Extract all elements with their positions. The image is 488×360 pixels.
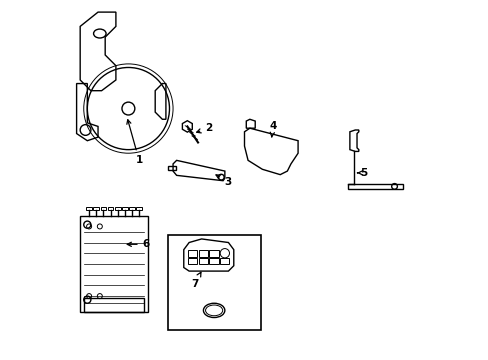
Bar (83, 298, 144, 312)
Bar (136, 207, 142, 210)
Text: 7: 7 (190, 272, 201, 289)
Text: 3: 3 (216, 175, 232, 187)
Bar (167, 235, 260, 330)
Bar (198, 250, 207, 257)
Bar (167, 166, 175, 170)
Bar (107, 207, 113, 210)
Bar (209, 257, 218, 264)
Bar (188, 250, 197, 257)
Text: 6: 6 (127, 239, 150, 249)
Text: 1: 1 (126, 120, 142, 165)
Bar (209, 250, 218, 257)
Bar (86, 207, 92, 210)
Bar (93, 207, 99, 210)
Bar (220, 257, 229, 264)
Bar (80, 216, 148, 312)
Bar (188, 257, 197, 264)
Bar (198, 257, 207, 264)
Text: 5: 5 (357, 168, 367, 178)
Bar (122, 207, 127, 210)
Bar (115, 207, 121, 210)
Bar (129, 207, 135, 210)
Bar (101, 207, 106, 210)
Text: 4: 4 (269, 121, 276, 137)
Text: 2: 2 (196, 123, 212, 133)
